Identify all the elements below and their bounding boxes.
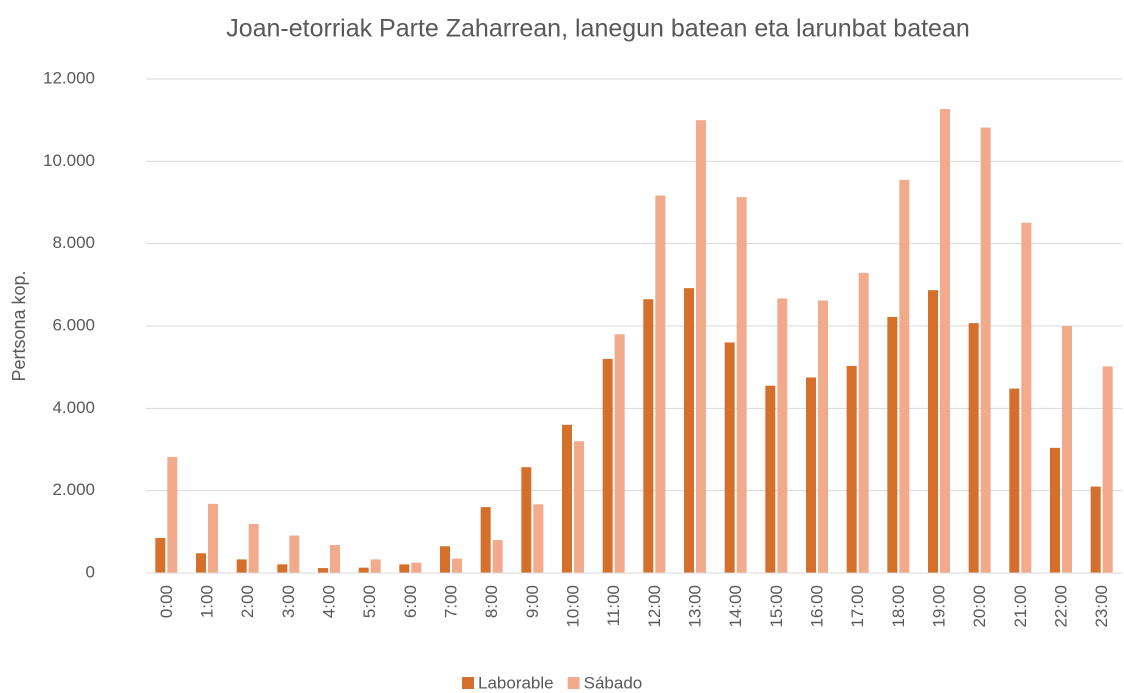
bar <box>330 545 340 573</box>
bar <box>887 316 898 573</box>
bar <box>533 504 544 573</box>
legend-swatch <box>567 677 580 689</box>
bar <box>968 323 979 573</box>
x-tick-label: 17:00 <box>848 585 867 628</box>
x-tick-label: 19:00 <box>929 585 948 628</box>
bar <box>602 358 613 573</box>
x-tick-label: 11:00 <box>604 585 623 626</box>
x-tick-label: 22:00 <box>1051 585 1070 628</box>
bar <box>899 179 910 573</box>
x-tick-label: 23:00 <box>1092 585 1111 628</box>
x-tick-label: 15:00 <box>767 585 786 628</box>
y-tick-label: 6.000 <box>52 315 95 334</box>
bar <box>736 197 747 574</box>
x-tick-label: 10:00 <box>563 585 582 628</box>
bar <box>643 299 654 573</box>
bar <box>167 456 178 573</box>
bar <box>1050 447 1060 573</box>
bar <box>806 377 816 573</box>
legend-label: Laborable <box>478 673 554 692</box>
bar <box>980 127 991 574</box>
bar <box>411 562 422 573</box>
bar <box>399 564 410 573</box>
y-tick-label: 10.000 <box>43 151 95 170</box>
bar <box>858 272 869 573</box>
bar <box>562 424 572 573</box>
bar <box>614 334 625 573</box>
x-tick-label: 14:00 <box>726 585 745 628</box>
y-tick-label: 0 <box>86 562 95 581</box>
bar <box>452 558 462 573</box>
x-tick-label: 1:00 <box>197 585 216 618</box>
y-tick-label: 8.000 <box>52 233 95 252</box>
y-axis-label: Pertsona kop. <box>9 270 29 381</box>
chart-title: Joan-etorriak Parte Zaharrean, lanegun b… <box>226 15 970 43</box>
x-tick-label: 6:00 <box>401 585 420 618</box>
bar <box>440 546 450 573</box>
bar <box>289 535 300 573</box>
y-tick-label: 12.000 <box>43 68 95 87</box>
bar <box>480 507 491 573</box>
x-tick-label: 3:00 <box>279 585 298 618</box>
x-tick-label: 12:00 <box>645 585 664 628</box>
bar <box>208 503 218 573</box>
bar <box>724 342 735 573</box>
bar <box>696 120 706 574</box>
bar <box>765 385 776 573</box>
x-tick-label: 21:00 <box>1011 585 1030 628</box>
bar <box>655 195 666 574</box>
bar <box>370 559 381 573</box>
bar <box>155 538 166 573</box>
bar <box>196 553 206 573</box>
y-tick-label: 2.000 <box>52 480 95 499</box>
bar <box>521 467 532 573</box>
bar <box>846 365 857 573</box>
x-tick-label: 13:00 <box>685 585 704 628</box>
bar <box>318 568 328 573</box>
bar <box>1090 486 1101 573</box>
bar <box>928 290 938 573</box>
bar <box>574 441 584 573</box>
bar <box>1062 326 1072 573</box>
x-tick-label: 9:00 <box>523 585 542 618</box>
x-tick-label: 5:00 <box>360 585 379 618</box>
x-tick-label: 0:00 <box>157 585 176 618</box>
bar <box>358 567 369 573</box>
bar <box>818 300 828 573</box>
bar <box>236 559 247 573</box>
x-tick-label: 7:00 <box>441 585 460 618</box>
bar <box>777 298 788 573</box>
x-tick-label: 8:00 <box>482 585 501 618</box>
x-tick-label: 16:00 <box>807 585 826 628</box>
bar <box>1021 222 1032 573</box>
x-tick-label: 2:00 <box>238 585 257 618</box>
legend-label: Sábado <box>584 673 643 692</box>
bar <box>1009 388 1020 573</box>
bar <box>248 524 259 573</box>
bar <box>940 109 950 573</box>
x-tick-label: 18:00 <box>889 585 908 628</box>
x-tick-label: 4:00 <box>319 585 338 618</box>
x-tick-label: 20:00 <box>970 585 989 628</box>
bar <box>684 288 694 573</box>
legend-swatch <box>462 677 474 689</box>
y-tick-label: 4.000 <box>52 398 95 417</box>
bar <box>492 540 503 573</box>
bar <box>1102 366 1113 573</box>
bar <box>277 564 288 573</box>
